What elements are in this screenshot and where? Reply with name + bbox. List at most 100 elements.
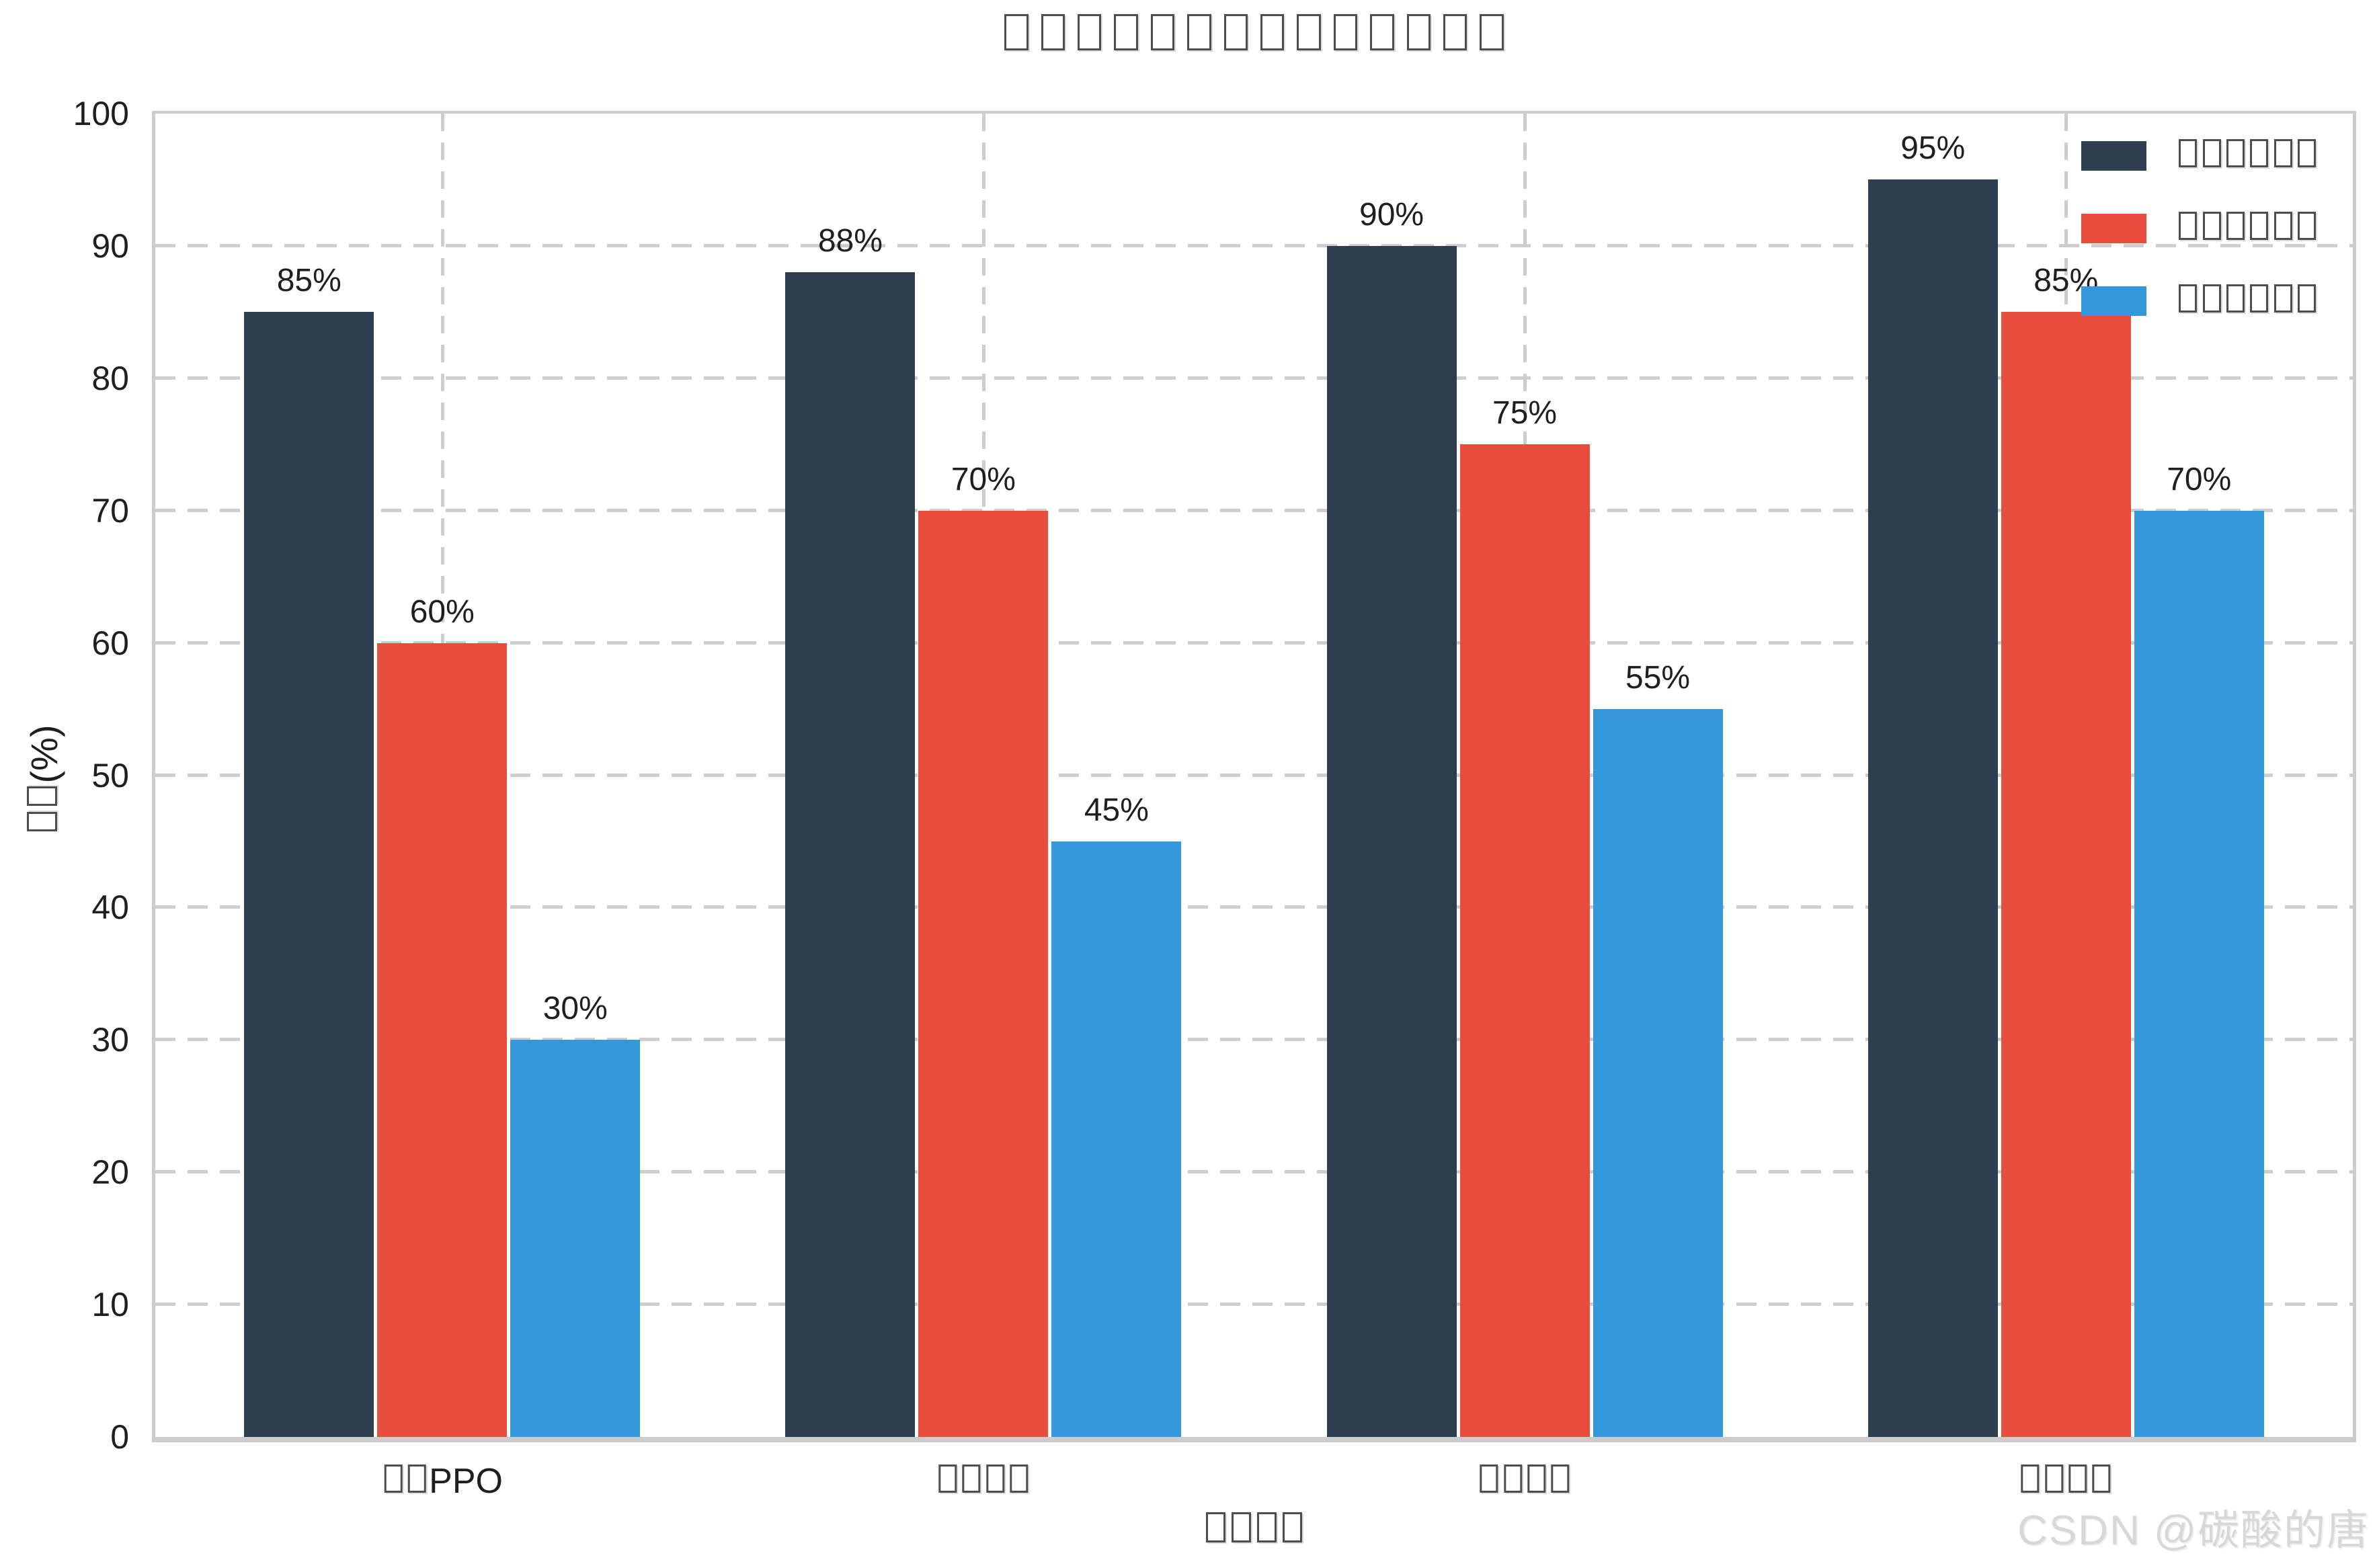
tofu-box: [1370, 13, 1394, 50]
tofu-box: [407, 1464, 427, 1493]
x-tick-label: [1477, 1460, 1572, 1503]
tofu-box: [1443, 13, 1467, 50]
bar: [785, 272, 916, 1437]
axis-spine-right: [2353, 111, 2356, 1442]
legend-item: [2081, 209, 2319, 248]
horizontal-gridline: [155, 243, 2353, 247]
tofu-box: [2226, 284, 2245, 313]
horizontal-gridline: [155, 1303, 2353, 1307]
tofu-box: [2273, 212, 2292, 240]
plot-area: 85% 88% 90% 95% 60% 70% 75% 85% 30% 45% 55% 70%: [155, 114, 2353, 1437]
bar: [1051, 841, 1182, 1437]
tofu-box: [384, 1464, 403, 1493]
y-tick-label: 70: [91, 491, 129, 530]
bar-value-label: 45%: [1084, 792, 1149, 828]
watermark-text: CSDN @碳酸的唐: [2017, 1508, 2370, 1554]
tofu-box: [2273, 139, 2292, 167]
tofu-box: [1256, 1512, 1277, 1542]
bar-value-label: 85%: [276, 263, 341, 299]
bar-value-label: 95%: [1900, 130, 1966, 167]
y-tick-label: 30: [91, 1021, 129, 1059]
tofu-box: [2250, 212, 2269, 240]
y-tick-label: 50: [91, 756, 129, 794]
horizontal-gridline: [155, 905, 2353, 909]
y-tick-label: 80: [91, 359, 129, 397]
legend-item: [2081, 282, 2319, 321]
horizontal-gridline: [155, 1038, 2353, 1042]
bar: [510, 1040, 641, 1437]
tofu-box: [1260, 13, 1285, 50]
y-tick-label: 20: [91, 1153, 129, 1192]
tofu-box: [2179, 139, 2198, 167]
tofu-box: [1004, 13, 1029, 50]
tofu-box: [1283, 1512, 1303, 1542]
bar-value-label: 90%: [1359, 196, 1424, 233]
bar: [244, 312, 374, 1437]
bar-value-label: 30%: [542, 991, 608, 1027]
tofu-box: [2226, 139, 2245, 167]
tofu-box: [1551, 1464, 1570, 1493]
y-tick-label: 0: [110, 1418, 129, 1456]
tofu-box: [2297, 212, 2316, 240]
bar: [1593, 709, 1723, 1437]
tofu-box: [2092, 1464, 2111, 1493]
tofu-box: [2297, 284, 2316, 313]
legend: [2081, 136, 2319, 354]
tofu-box: [1223, 13, 1248, 50]
tofu-box: [2021, 1464, 2040, 1493]
tofu-box: [2202, 139, 2221, 167]
bar-value-label: 55%: [1625, 660, 1691, 696]
tofu-box: [2179, 212, 2198, 240]
axis-spine-top: [152, 111, 2356, 114]
tofu-box: [1406, 13, 1431, 50]
tofu-box: [2202, 284, 2221, 313]
tofu-box: [2250, 139, 2269, 167]
tofu-box: [1480, 1464, 1498, 1493]
legend-swatch: [2081, 286, 2146, 316]
tofu-box: [2250, 284, 2269, 313]
y-tick-label: 100: [73, 95, 129, 132]
legend-swatch: [2081, 141, 2146, 171]
tofu-box: [962, 1464, 981, 1493]
tofu-box: [1010, 1464, 1029, 1493]
horizontal-gridline: [155, 1170, 2353, 1174]
bar: [1326, 245, 1457, 1437]
legend-label: [2176, 136, 2319, 175]
tofu-box: [1333, 13, 1358, 50]
tofu-box: [1150, 13, 1175, 50]
horizontal-gridline: [155, 376, 2353, 380]
tofu-box: [2273, 284, 2292, 313]
horizontal-gridline: [155, 773, 2353, 777]
x-axis-spine-bottom: [152, 1437, 2356, 1442]
tofu-box: [1297, 13, 1321, 50]
bar: [1867, 179, 1998, 1437]
bar: [2001, 312, 2131, 1437]
bar-value-label: 60%: [409, 593, 475, 630]
bar: [918, 510, 1049, 1437]
x-tick-label: [2019, 1460, 2114, 1503]
tofu-box: [1480, 13, 1504, 50]
tofu-box: [986, 1464, 1005, 1493]
tofu-box: [1231, 1512, 1252, 1542]
tofu-box: [2297, 139, 2316, 167]
tofu-box: [2045, 1464, 2064, 1493]
horizontal-gridline: [155, 508, 2353, 512]
tofu-box: [1041, 13, 1065, 50]
x-tick-label: [936, 1460, 1031, 1503]
legend-swatch: [2081, 214, 2146, 243]
horizontal-gridline: [155, 641, 2353, 645]
x-tick-label: PPO: [381, 1460, 503, 1503]
tofu-box: [27, 812, 57, 832]
y-tick-label: 60: [91, 624, 129, 662]
tofu-box: [1078, 13, 1102, 50]
bar-value-label: 88%: [817, 223, 883, 259]
tofu-box: [2179, 284, 2198, 313]
y-tick-label: 90: [91, 226, 129, 265]
tofu-box: [1205, 1512, 1225, 1542]
y-tick-label: 40: [91, 889, 129, 927]
tofu-box: [1527, 1464, 1546, 1493]
tofu-box: [938, 1464, 957, 1493]
bar: [377, 643, 508, 1437]
y-tick-label: 10: [91, 1286, 129, 1324]
